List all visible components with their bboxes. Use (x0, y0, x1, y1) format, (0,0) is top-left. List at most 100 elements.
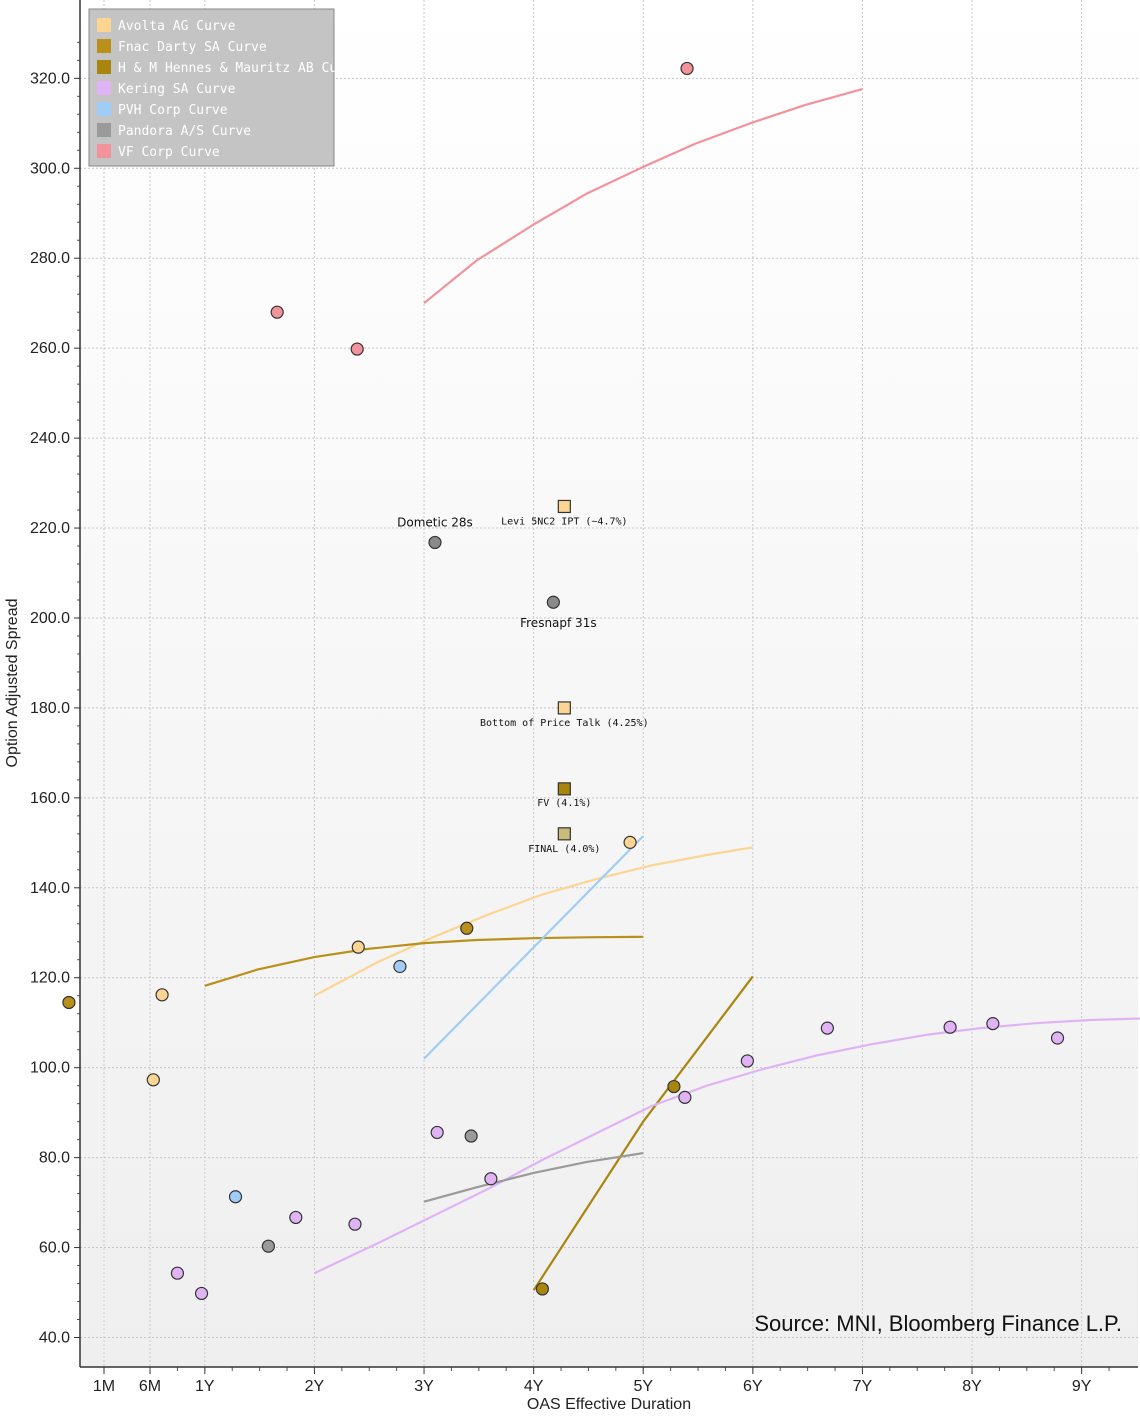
pandora-a-s-curve-line (423, 1152, 644, 1203)
vf-corp-curve-line (423, 88, 863, 305)
x-tick-label: 5Y (633, 1378, 653, 1395)
annotation-label: Dometic 28s (397, 515, 473, 529)
annotations: Dometic 28s Fresnapf 31s Levi 5NC2 IPT (~4… (397, 499, 649, 855)
h-m-hennes-mauritz-ab-curve-legend-label: H & M Hennes & Mauritz AB Curve (118, 61, 361, 76)
y-tick-label: 60.0 (39, 1240, 70, 1257)
vf-corp-curve-point (680, 61, 694, 76)
kering-sa-curve-point (943, 1020, 957, 1034)
pandora-a-s-curve-legend-label: Pandora A/S Curve (118, 124, 251, 139)
fnac-darty-sa-curve-point (460, 921, 474, 935)
annotation-marker-square (557, 782, 571, 796)
kering-sa-curve-point (170, 1266, 185, 1280)
x-tick-label: 1M (93, 1378, 115, 1395)
annotation-label: Bottom of Price Talk (4.25%) (480, 718, 649, 729)
y-tick-label: 240.0 (30, 430, 70, 447)
kering-sa-curve-point (678, 1090, 692, 1104)
kering-sa-curve-point (194, 1286, 209, 1301)
legend-box (88, 8, 335, 167)
kering-sa-curve-legend-label: Kering SA Curve (118, 82, 236, 97)
pandora-a-s-curve-point (464, 1129, 478, 1143)
fnac-darty-sa-curve-line (204, 935, 644, 987)
avolta-ag-curve-point (155, 988, 169, 1002)
y-tick-label: 280.0 (30, 250, 70, 267)
x-tick-label: 4Y (524, 1378, 544, 1395)
h-m-hennes-mauritz-ab-curve-point (535, 1282, 550, 1296)
vf-corp-curve-legend-label: VF Corp Curve (118, 145, 220, 160)
kering-sa-curve-line (313, 1017, 1140, 1275)
y-tick-label: 40.0 (39, 1330, 70, 1347)
y-tick-label: 120.0 (30, 970, 70, 987)
x-axis: 1M 6M 1Y 2Y 3Y 4Y 5Y 6Y 7Y 8Y 9Y (93, 1367, 1110, 1395)
fnac-darty-sa-curve-point (62, 995, 76, 1010)
vf-corp-curve-legend-swatch (97, 144, 111, 158)
y-tick-label: 140.0 (30, 880, 70, 897)
annotation-marker-circle (428, 535, 442, 550)
y-tick-label: 220.0 (30, 520, 70, 537)
x-tick-label: 2Y (305, 1378, 325, 1395)
x-tick-label: 3Y (414, 1378, 434, 1395)
avolta-ag-curve-point (351, 940, 365, 954)
kering-sa-curve-point (484, 1172, 498, 1186)
kering-sa-curve-point (348, 1217, 362, 1231)
kering-sa-curve-legend-swatch (97, 81, 111, 95)
avolta-ag-curve-point (623, 835, 637, 849)
x-tick-label: 7Y (853, 1378, 873, 1395)
annotation-label: FV (4.1%) (537, 798, 591, 809)
y-tick-label: 320.0 (30, 70, 70, 87)
vf-corp-curve-point (350, 342, 364, 356)
y-tick-label: 260.0 (30, 340, 70, 357)
x-axis-title: OAS Effective Duration (527, 1396, 691, 1413)
h-m-hennes-mauritz-ab-curve-legend-swatch (97, 60, 111, 74)
y-tick-label: 100.0 (30, 1060, 70, 1077)
kering-sa-curve-point (289, 1210, 303, 1225)
avolta-ag-curve-legend-swatch (97, 18, 111, 32)
pvh-corp-curve-legend-label: PVH Corp Curve (118, 103, 228, 118)
y-axis: 40.0 60.0 80.0 100.0 120.0 140.0 160.0 180.0 200… (30, 41, 80, 1347)
data-points (62, 61, 1065, 1301)
pvh-corp-curve-line (423, 835, 644, 1060)
h-m-hennes-mauritz-ab-curve-point (667, 1079, 681, 1094)
pvh-corp-curve-point (228, 1190, 243, 1204)
y-axis-title: Option Adjusted Spread (4, 598, 21, 767)
plot-area (80, 0, 1138, 1367)
kering-sa-curve-point (1050, 1031, 1065, 1045)
y-tick-label: 80.0 (39, 1150, 70, 1167)
annotation-marker-square (557, 701, 571, 715)
kering-sa-curve-point (986, 1017, 1000, 1031)
avolta-ag-curve-point (146, 1073, 160, 1087)
annotation-label: Fresnapf 31s (520, 616, 596, 630)
x-tick-label: 6Y (743, 1378, 763, 1395)
y-tick-label: 160.0 (30, 790, 70, 807)
annotation-label: FINAL (4.0%) (528, 844, 600, 855)
fnac-darty-sa-curve-legend-swatch (97, 39, 111, 53)
y-tick-label: 180.0 (30, 700, 70, 717)
vf-corp-curve-point (270, 305, 284, 319)
grid-lines (80, 0, 1138, 1367)
x-tick-label: 1Y (195, 1378, 215, 1395)
pvh-corp-curve-point (393, 959, 407, 974)
pvh-corp-curve-legend-swatch (97, 102, 111, 116)
avolta-ag-curve-legend-label: Avolta AG Curve (118, 19, 236, 34)
kering-sa-curve-point (820, 1021, 834, 1035)
legend: Avolta AG Curve Fnac Darty SA Curve H & M … (88, 8, 361, 167)
source-note: Source: MNI, Bloomberg Finance L.P. (754, 1311, 1122, 1336)
pandora-a-s-curve-legend-swatch (97, 123, 111, 137)
x-tick-label: 6M (139, 1378, 161, 1395)
annotation-marker-circle (546, 595, 560, 609)
x-tick-label: 8Y (962, 1378, 982, 1395)
fnac-darty-sa-curve-legend-label: Fnac Darty SA Curve (118, 40, 267, 55)
y-tick-label: 300.0 (30, 160, 70, 177)
curve-lines (204, 88, 1140, 1291)
x-tick-label: 9Y (1072, 1378, 1092, 1395)
annotation-label: Levi 5NC2 IPT (~4.7%) (501, 516, 627, 527)
kering-sa-curve-point (740, 1054, 754, 1068)
y-tick-label: 200.0 (30, 610, 70, 627)
pandora-a-s-curve-point (261, 1239, 275, 1253)
annotation-marker-square (557, 499, 571, 514)
annotation-marker-square (557, 827, 571, 841)
h-m-hennes-mauritz-ab-curve-line (532, 975, 754, 1291)
kering-sa-curve-point (430, 1125, 444, 1140)
avolta-ag-curve-line (313, 846, 753, 997)
